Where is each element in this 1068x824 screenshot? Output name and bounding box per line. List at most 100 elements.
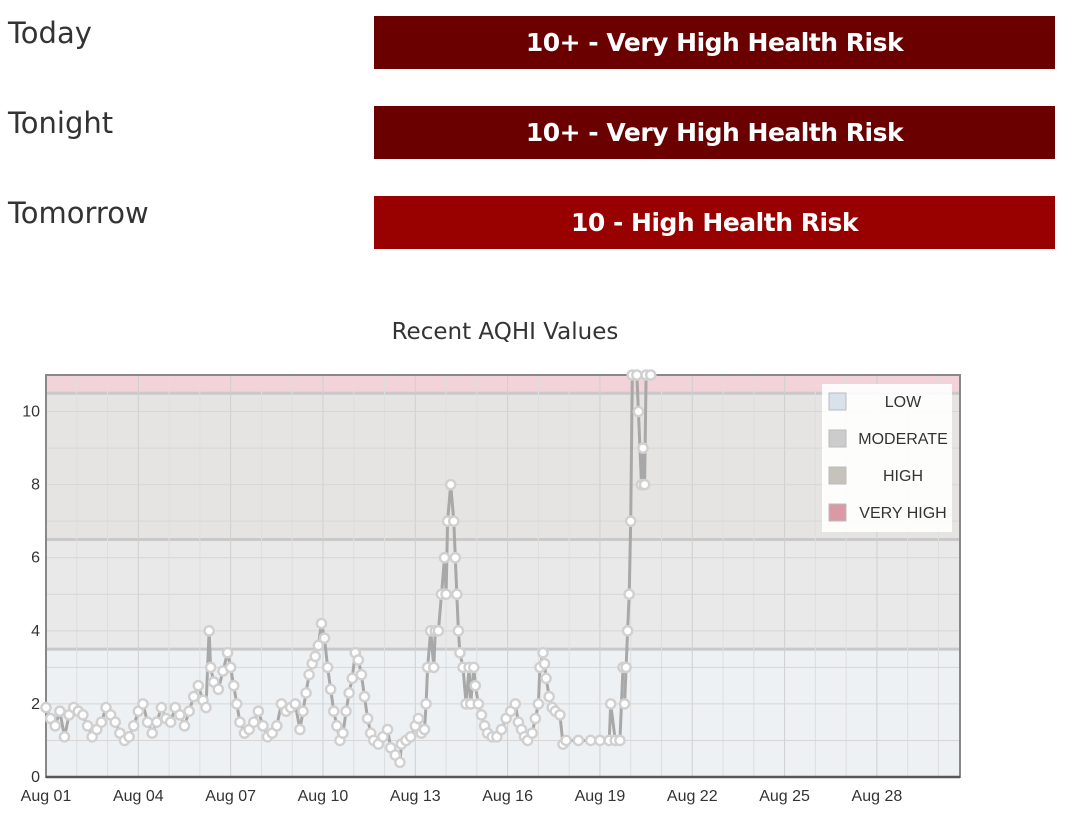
data-point bbox=[58, 730, 71, 743]
data-point bbox=[469, 679, 482, 692]
x-tick-label: Aug 07 bbox=[205, 788, 256, 805]
data-point bbox=[271, 720, 283, 732]
data-point bbox=[155, 701, 168, 714]
y-tick-label: 2 bbox=[31, 696, 40, 713]
data-point bbox=[315, 617, 328, 630]
data-point bbox=[224, 661, 237, 674]
data-point bbox=[440, 588, 452, 601]
data-point bbox=[454, 646, 466, 659]
data-point bbox=[538, 657, 551, 670]
data-point bbox=[81, 720, 94, 732]
data-point bbox=[624, 515, 637, 527]
data-point bbox=[604, 698, 617, 710]
data-point bbox=[164, 716, 177, 728]
forecast-label: Tomorrow bbox=[8, 196, 149, 230]
data-point bbox=[495, 723, 508, 736]
data-point bbox=[204, 661, 217, 674]
data-point bbox=[257, 720, 269, 732]
data-point bbox=[146, 727, 158, 739]
data-point bbox=[343, 687, 355, 699]
band-high bbox=[46, 393, 960, 540]
data-point bbox=[361, 712, 374, 725]
data-point bbox=[618, 698, 631, 710]
data-point bbox=[543, 690, 555, 703]
data-point bbox=[187, 690, 200, 703]
data-point bbox=[331, 720, 343, 732]
data-point bbox=[297, 705, 309, 718]
legend-label: MODERATE bbox=[858, 431, 947, 448]
data-point bbox=[318, 632, 331, 644]
data-point bbox=[178, 720, 191, 732]
data-point bbox=[420, 698, 432, 710]
data-point bbox=[137, 698, 149, 710]
data-point bbox=[227, 679, 240, 692]
data-point bbox=[381, 723, 394, 736]
y-tick-label: 6 bbox=[31, 550, 40, 567]
forecast-label: Today bbox=[8, 16, 92, 50]
risk-bar: 10 - High Health Risk bbox=[374, 196, 1055, 249]
data-point bbox=[449, 551, 462, 564]
data-point bbox=[444, 478, 457, 491]
data-point bbox=[352, 654, 365, 666]
data-point bbox=[337, 727, 349, 739]
data-point bbox=[637, 442, 649, 454]
data-point bbox=[404, 730, 417, 743]
data-point bbox=[174, 709, 186, 721]
data-point bbox=[324, 683, 337, 696]
data-point bbox=[358, 690, 371, 703]
data-point bbox=[572, 734, 585, 747]
data-point bbox=[614, 734, 626, 747]
data-point bbox=[438, 551, 451, 564]
legend-swatch bbox=[828, 429, 847, 448]
data-point bbox=[123, 730, 135, 743]
data-point bbox=[340, 705, 352, 718]
data-point bbox=[300, 687, 312, 699]
data-point bbox=[427, 661, 440, 674]
data-point bbox=[631, 369, 643, 381]
x-tick-label: Aug 10 bbox=[298, 788, 349, 805]
data-point bbox=[289, 698, 302, 710]
y-tick-label: 10 bbox=[22, 404, 40, 421]
y-tick-label: 8 bbox=[31, 477, 40, 494]
data-point bbox=[526, 727, 539, 739]
legend-label: HIGH bbox=[883, 468, 923, 485]
data-point bbox=[212, 683, 225, 696]
data-point bbox=[632, 405, 645, 418]
chart-title: Recent AQHI Values bbox=[392, 319, 619, 345]
data-point bbox=[623, 588, 635, 601]
risk-bar: 10+ - Very High Health Risk bbox=[374, 16, 1055, 69]
data-point bbox=[451, 588, 463, 601]
forecast-row-tonight: Tonight 10+ - Very High Health Risk bbox=[0, 106, 1068, 162]
data-point bbox=[620, 661, 632, 674]
data-point bbox=[294, 723, 306, 736]
data-point bbox=[203, 625, 215, 637]
data-point bbox=[509, 698, 522, 710]
x-tick-label: Aug 25 bbox=[759, 788, 810, 805]
data-point bbox=[467, 661, 480, 674]
data-point bbox=[49, 720, 62, 732]
data-point bbox=[321, 661, 334, 674]
data-point bbox=[231, 698, 243, 710]
band-low bbox=[46, 649, 960, 777]
data-point bbox=[234, 716, 246, 728]
data-point bbox=[252, 705, 265, 718]
data-point bbox=[638, 478, 651, 491]
forecast-row-today: Today 10+ - Very High Health Risk bbox=[0, 16, 1068, 72]
x-tick-label: Aug 13 bbox=[390, 788, 441, 805]
data-point bbox=[77, 709, 89, 721]
data-point bbox=[221, 646, 234, 659]
y-tick-label: 0 bbox=[31, 769, 40, 786]
data-point bbox=[540, 672, 552, 685]
forecast-row-tomorrow: Tomorrow 10 - High Health Risk bbox=[0, 196, 1068, 252]
data-point bbox=[532, 698, 545, 710]
data-point bbox=[327, 705, 340, 718]
legend-label: LOW bbox=[885, 394, 922, 411]
data-point bbox=[537, 646, 549, 659]
data-point bbox=[54, 705, 66, 718]
legend-label: VERY HIGH bbox=[859, 505, 946, 522]
data-point bbox=[418, 723, 431, 736]
data-point bbox=[40, 701, 52, 714]
data-point bbox=[621, 625, 634, 637]
data-point bbox=[472, 698, 485, 710]
x-tick-label: Aug 04 bbox=[113, 788, 164, 805]
